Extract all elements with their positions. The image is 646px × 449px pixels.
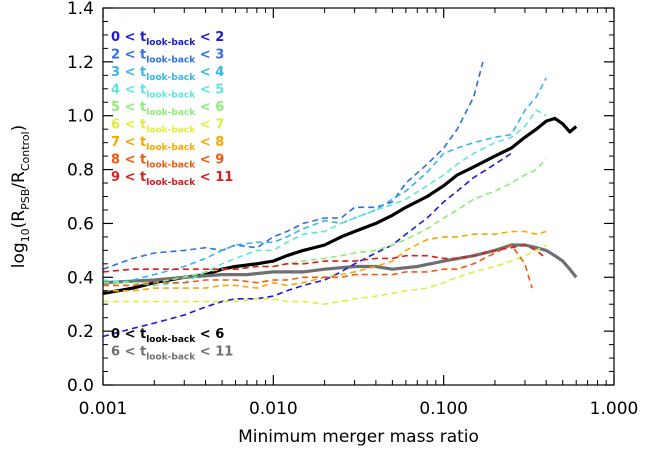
tick-labels: 0.001 0.010 0.100 1.000 0.0 0.2 0.4 0.6 0.8 1.0 1.… (67, 0, 638, 419)
axis-ticks (102, 7, 615, 386)
series-line-9 (103, 230, 547, 292)
legend-label: 5 < tlook-back < 6 (111, 100, 224, 118)
legend-label: 7 < tlook-back < 8 (111, 135, 224, 153)
x-tick-label: 1.000 (590, 399, 639, 419)
legend-label: 0 < tlook-back < 6 (111, 327, 224, 345)
legend-label: 9 < tlook-back < 11 (111, 170, 233, 188)
legend-entry: 3 < tlook-back < 4 (111, 65, 224, 83)
legend-entry: 2 < tlook-back < 3 (111, 48, 224, 66)
legend-entry: 8 < tlook-back < 9 (111, 153, 224, 171)
y-axis-title: log10(RPSB/RControl) (9, 125, 32, 269)
y-axis-title-sub1: 10 (19, 228, 32, 242)
y-tick-label: 0.4 (67, 268, 94, 288)
legend-label: 8 < tlook-back < 9 (111, 153, 224, 171)
y-axis-title-sub3: Control (19, 131, 32, 171)
legend-label: 0 < tlook-back < 2 (111, 30, 224, 48)
legend-entry: 4 < tlook-back < 5 (111, 83, 224, 101)
legend: 0 < tlook-back < 22 < tlook-back < 33 < … (111, 30, 233, 363)
legend-entry: 6 < tlook-back < 7 (111, 118, 224, 136)
legend-label: 3 < tlook-back < 4 (111, 65, 224, 83)
series-line-7 (103, 158, 547, 284)
y-axis-title-pre: log (9, 242, 29, 268)
x-axis-title: Minimum merger mass ratio (238, 427, 479, 447)
legend-label: 4 < tlook-back < 5 (111, 83, 224, 101)
y-tick-label: 1.4 (67, 0, 94, 19)
x-tick-label: 0.100 (419, 399, 468, 419)
legend-entry: 0 < tlook-back < 2 (111, 30, 224, 48)
series-lines (102, 61, 578, 338)
series-line-5 (102, 77, 547, 287)
y-tick-label: 1.2 (67, 53, 94, 73)
series-line-4 (102, 61, 484, 270)
y-axis-title-mid1: (R (9, 210, 29, 229)
y-tick-label: 0.2 (67, 322, 94, 342)
legend-entry: 0 < tlook-back < 6 (111, 327, 224, 345)
series-line-8 (103, 244, 547, 306)
legend-entry: 5 < tlook-back < 6 (111, 100, 224, 118)
y-tick-label: 1.0 (67, 107, 94, 127)
y-tick-label: 0.6 (67, 214, 94, 234)
y-axis-title-post: ) (9, 125, 29, 132)
series-line-11 (102, 244, 547, 273)
legend-entry: 6 < tlook-back < 11 (111, 345, 233, 363)
series-line-10 (103, 244, 533, 289)
legend-label: 6 < tlook-back < 7 (111, 118, 224, 136)
y-axis-title-mid2: /R (9, 171, 29, 189)
x-tick-label: 0.001 (79, 399, 128, 419)
legend-label: 2 < tlook-back < 3 (111, 48, 224, 66)
legend-entry: 7 < tlook-back < 8 (111, 135, 224, 153)
y-tick-label: 0.8 (67, 161, 94, 181)
y-axis-title-sub2: PSB (19, 189, 32, 210)
legend-label: 6 < tlook-back < 11 (111, 345, 233, 363)
series-line-1 (102, 116, 578, 295)
x-tick-label: 0.010 (249, 399, 298, 419)
series-line-2 (102, 243, 578, 285)
series-line-6 (102, 109, 547, 287)
y-tick-label: 0.0 (67, 376, 94, 396)
legend-entry: 9 < tlook-back < 11 (111, 170, 233, 188)
